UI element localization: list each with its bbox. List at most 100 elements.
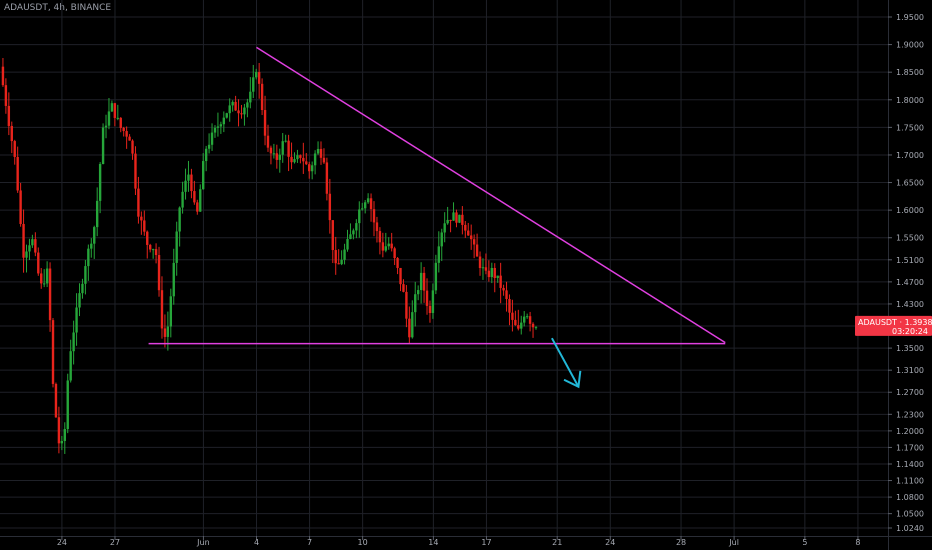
candle-body (355, 223, 358, 231)
candle-body (349, 234, 352, 240)
candle-body (157, 255, 161, 291)
candle-body (352, 230, 355, 235)
candle-body (122, 127, 125, 132)
candle-body (25, 251, 28, 258)
candle-body (416, 290, 420, 295)
candle-body (399, 267, 402, 285)
time-axis[interactable]: 24 27 Jun 4 7 10 14 17 21 24 28 Jul 5 8 (57, 536, 861, 547)
candle-body (437, 246, 441, 263)
y-tick-label: 1.0800 (896, 493, 924, 502)
grid (0, 0, 888, 536)
y-tick-label: 1.6500 (896, 179, 924, 188)
candle-body (134, 153, 137, 189)
candle-body (154, 249, 158, 256)
candle-body (87, 248, 90, 267)
candle-body (520, 322, 523, 329)
candle-body (269, 147, 273, 154)
candle-body (116, 117, 119, 119)
y-tick-label: 1.1700 (896, 443, 924, 452)
x-tick-label: Jul (728, 538, 739, 547)
candle-body (408, 318, 411, 338)
candle-body (81, 283, 84, 294)
candle-body (337, 263, 340, 265)
candle-body (260, 83, 264, 111)
y-tick-label: 1.1100 (896, 477, 924, 486)
candle-body (346, 239, 349, 250)
candle-body (255, 72, 258, 78)
candle-body (372, 209, 376, 223)
candle-body (69, 351, 72, 381)
candle-body (431, 290, 435, 314)
candle-body (28, 245, 31, 252)
candle-body (48, 268, 52, 321)
candle-body (508, 299, 511, 313)
candle-body (72, 332, 75, 352)
candle-body (387, 243, 390, 247)
candle-body (216, 126, 220, 128)
y-tick-label: 1.5500 (896, 234, 924, 243)
candle-body (405, 291, 408, 319)
candle-body (196, 202, 199, 212)
candle-body (37, 252, 40, 274)
candle-body (140, 216, 143, 221)
candle-body (331, 220, 334, 251)
candle-body (78, 293, 81, 308)
candle-body (107, 111, 111, 126)
candle-body (514, 319, 517, 326)
candle-body (523, 316, 526, 323)
candle-body (531, 323, 535, 328)
candle-body (113, 103, 117, 118)
x-tick-label: 10 (358, 538, 368, 547)
candle-body (263, 110, 267, 136)
candle-body (443, 223, 446, 233)
candle-body (499, 275, 502, 288)
candle-body (42, 283, 46, 285)
candle-body (505, 290, 508, 300)
x-tick-label: 27 (110, 538, 120, 547)
candle-body (467, 230, 470, 236)
y-tick-label: 1.4300 (896, 300, 924, 309)
price-axis[interactable]: 1.9500 1.9000 1.8500 1.8000 1.7500 1.7000 1.65… (888, 13, 924, 533)
y-tick-label: 1.0240 (896, 524, 924, 533)
candle-body (272, 153, 276, 155)
y-tick-label: 1.7000 (896, 151, 924, 160)
candle-body (95, 200, 99, 228)
candle-body (204, 148, 208, 162)
y-tick-label: 1.9500 (896, 13, 924, 22)
y-tick-label: 1.3100 (896, 366, 924, 375)
y-tick-label: 1.8000 (896, 96, 924, 105)
candle-body (163, 328, 167, 337)
y-tick-label: 1.2000 (896, 427, 924, 436)
candle-body (63, 429, 66, 442)
candle-body (290, 156, 293, 163)
price-tag-countdown: 03:20:24 (892, 327, 928, 336)
candle-body (101, 127, 105, 164)
candle-body (378, 231, 382, 243)
candle-body (54, 383, 58, 418)
x-tick-label: 17 (481, 538, 491, 547)
candle-body (257, 72, 261, 84)
candle-body (210, 132, 214, 145)
candle-body (525, 316, 529, 318)
candle-body (252, 77, 255, 92)
x-tick-label: 5 (802, 538, 807, 547)
candle-body (119, 117, 122, 128)
symbol-title: ADAUSDT, 4h, BINANCE (4, 3, 112, 13)
candle-body (343, 249, 346, 260)
candle-body (472, 239, 476, 245)
candle-body (390, 243, 393, 249)
candle-body (181, 191, 184, 208)
candle-body (414, 294, 417, 313)
y-tick-label: 1.0500 (896, 510, 924, 519)
candle-body (225, 113, 228, 118)
candle-body (511, 312, 514, 320)
x-tick-label: 24 (57, 538, 67, 547)
candle-body (249, 91, 252, 103)
candle-body (84, 266, 87, 284)
descending-resistance-line (256, 46, 726, 344)
y-tick-label: 1.4700 (896, 278, 924, 287)
candle-body (328, 193, 332, 221)
candle-body (160, 290, 164, 329)
candle-body (384, 246, 387, 251)
